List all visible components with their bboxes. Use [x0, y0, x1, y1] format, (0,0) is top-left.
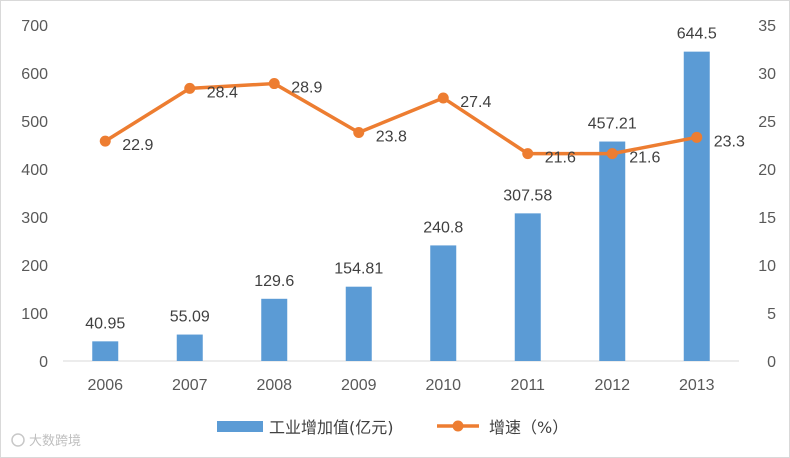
- line-data-label: 22.9: [122, 137, 153, 154]
- line-data-labels: 22.9 28.4 28.9 23.8 27.4 21.6 21.6 23.3: [122, 80, 745, 167]
- right-axis-tick-label: 30: [758, 66, 776, 83]
- x-axis-tick-label: 2012: [594, 377, 630, 394]
- right-axis-tick-label: 25: [758, 114, 776, 131]
- left-axis-tick-label: 0: [39, 354, 48, 371]
- watermark-logo-icon: [11, 433, 25, 447]
- bar: [176, 334, 203, 361]
- line-data-label: 23.3: [714, 133, 745, 150]
- line-point: [353, 127, 365, 139]
- legend-bar-label: 工业增加值(亿元): [269, 418, 394, 437]
- line-point: [437, 92, 449, 104]
- x-axis-tick-label: 2008: [256, 377, 292, 394]
- line-point: [268, 78, 280, 90]
- left-axis-tick-label: 300: [21, 210, 48, 227]
- right-axis: 0 5 10 15 20 25 30 35: [758, 18, 776, 371]
- line-point: [691, 131, 703, 143]
- right-axis-tick-label: 15: [758, 210, 776, 227]
- line-data-label: 21.6: [629, 150, 660, 167]
- bar-data-label: 307.58: [503, 187, 552, 204]
- x-axis-tick-label: 2007: [172, 377, 208, 394]
- line-point: [606, 148, 618, 160]
- x-axis-tick-label: 2011: [511, 377, 546, 394]
- right-axis-tick-label: 5: [767, 306, 776, 323]
- right-axis-tick-label: 0: [767, 354, 776, 371]
- right-axis-tick-label: 10: [758, 258, 776, 275]
- x-axis-tick-label: 2006: [87, 377, 123, 394]
- line-data-label: 28.4: [207, 84, 238, 101]
- line-data-label: 27.4: [460, 94, 491, 111]
- left-axis-tick-label: 100: [21, 306, 48, 323]
- bar: [683, 51, 710, 361]
- watermark-text: 大数跨境: [29, 434, 81, 449]
- bar: [430, 245, 457, 361]
- bar: [599, 141, 626, 361]
- left-axis-tick-label: 400: [21, 162, 48, 179]
- bar-data-label: 55.09: [170, 309, 210, 326]
- x-axis: 2006 2007 2008 2009 2010 2011 2012 2013: [87, 377, 714, 394]
- line-data-label: 28.9: [291, 80, 322, 97]
- legend-line-marker: [452, 420, 464, 432]
- left-axis-tick-label: 700: [21, 18, 48, 35]
- line-data-label: 21.6: [545, 150, 576, 167]
- x-axis-tick-label: 2013: [679, 377, 715, 394]
- line-markers: [99, 78, 703, 160]
- bar-data-label: 129.6: [254, 273, 294, 290]
- bar-data-label: 40.95: [85, 315, 125, 332]
- bar-data-label: 154.81: [334, 261, 383, 278]
- x-axis-tick-label: 2010: [425, 377, 461, 394]
- bar: [514, 213, 541, 361]
- left-axis-tick-label: 500: [21, 114, 48, 131]
- bar-data-label: 457.21: [588, 116, 637, 133]
- bar-data-labels: 40.95 55.09 129.6 154.81 240.8 307.58 457.21 64…: [85, 26, 717, 333]
- legend-line-label: 增速（%）: [489, 418, 568, 437]
- legend: 工业增加值(亿元) 增速（%）: [217, 418, 568, 437]
- legend-bar-swatch: [217, 421, 263, 432]
- bar-series: [92, 51, 710, 361]
- bar: [92, 341, 119, 361]
- line-data-label: 23.8: [376, 129, 407, 146]
- line-point: [184, 82, 196, 94]
- watermark: 大数跨境: [11, 433, 81, 449]
- right-axis-tick-label: 35: [758, 18, 776, 35]
- bar: [345, 286, 372, 361]
- line-point: [99, 135, 111, 147]
- bar: [261, 298, 288, 361]
- left-axis: 0 100 200 300 400 500 600 700: [21, 18, 48, 371]
- bar-data-label: 240.8: [423, 219, 463, 236]
- bar-data-label: 644.5: [677, 26, 717, 43]
- x-axis-tick-label: 2009: [341, 377, 377, 394]
- left-axis-tick-label: 600: [21, 66, 48, 83]
- line-point: [522, 148, 534, 160]
- growth-line: [104, 81, 698, 156]
- right-axis-tick-label: 20: [758, 162, 776, 179]
- left-axis-tick-label: 200: [21, 258, 48, 275]
